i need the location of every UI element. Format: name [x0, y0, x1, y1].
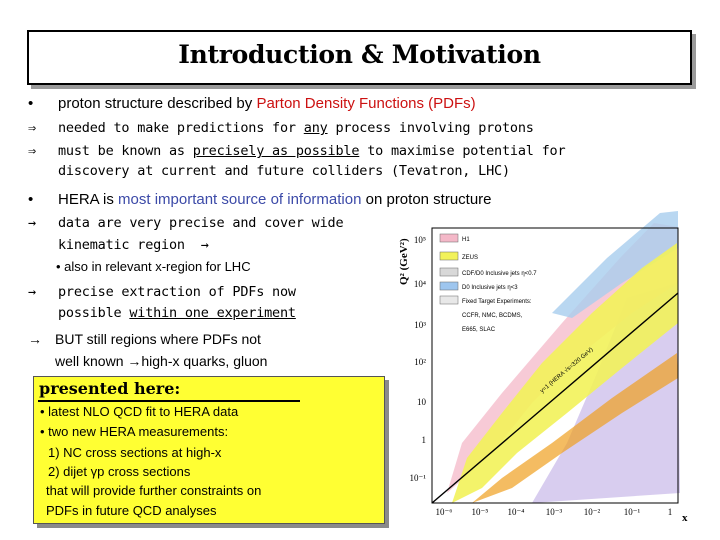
underlined-text: any: [303, 120, 328, 136]
list-item: 2) dijet γp cross sections: [48, 464, 191, 479]
bullet-text: BUT still regions where PDFs not: [55, 331, 261, 347]
x-tick-labels: 10⁻⁶ 10⁻⁵ 10⁻⁴ 10⁻³ 10⁻² 10⁻¹ 1: [436, 507, 673, 517]
legend-label: Fixed Target Experiments:: [462, 299, 532, 305]
list-item: 1) NC cross sections at high-x: [48, 445, 222, 460]
y-tick-label: 1: [422, 435, 427, 445]
right-arrow-icon: →: [28, 331, 42, 347]
legend-label: CCFR, NMC, BCDMS,: [462, 313, 523, 319]
heading-underline: [38, 400, 300, 402]
right-arrow-icon: →: [28, 284, 36, 300]
bullet-dot-icon: •: [28, 191, 34, 208]
legend-label: H1: [462, 237, 470, 243]
bullet-text: HERA is: [58, 191, 119, 208]
list-item: PDFs in future QCD analyses: [46, 503, 217, 518]
presented-here-box: presented here: • latest NLO QCD fit to …: [33, 376, 385, 524]
bullet-dot-icon: •: [28, 95, 34, 112]
bullet-text: must be known as: [58, 143, 193, 159]
bullet-continuation: well known: [55, 353, 128, 369]
underlined-text: precisely as possible: [192, 143, 360, 159]
x-axis-label: x: [682, 512, 688, 524]
x-tick-label: 1: [668, 507, 673, 517]
bullet-text-end: process involving protons: [327, 120, 534, 136]
y-tick-label: 10: [417, 397, 427, 407]
x-tick-label: 10⁻⁶: [436, 507, 453, 517]
x-tick-label: 10⁻²: [584, 507, 601, 517]
y-tick-label: 10⁻¹: [410, 473, 427, 483]
presented-heading: presented here:: [39, 379, 181, 398]
kinematic-plane-svg: y=1 (HERA √s=320 GeV) Q² (GeV²) 10⁵10⁴10…: [398, 211, 688, 524]
bullet-text: proton structure described by: [58, 95, 257, 112]
legend-swatch: [439, 267, 459, 277]
bullet-text-end: on proton structure: [361, 191, 492, 208]
bullet-text: needed to make predictions for: [58, 120, 304, 136]
legend-swatch: [439, 251, 459, 261]
bullet-text: precise extraction of PDFs now: [58, 284, 296, 300]
right-arrow-icon: →: [200, 237, 209, 253]
list-item: • two new HERA measurements:: [40, 424, 229, 439]
y-tick-labels: 10⁵ 10⁴ 10³ 10² 10 1 10⁻¹: [410, 235, 427, 483]
y-tick-label: 10³: [414, 320, 426, 330]
x-tick-label: 10⁻⁵: [472, 507, 489, 517]
bullet-text-end: high-x quarks, gluon: [141, 353, 268, 369]
highlight-text: Parton Density Functions (PDFs): [256, 95, 476, 112]
legend-swatch: [439, 233, 459, 243]
x-tick-label: 10⁻³: [546, 507, 563, 517]
title-box: Introduction & Motivation: [27, 30, 692, 85]
bullet-continuation: possible: [58, 305, 130, 321]
kinematic-limit-line: [431, 292, 679, 504]
legend-label: D0 Inclusive jets η<3: [462, 285, 518, 291]
x-tick-label: 10⁻⁴: [508, 507, 525, 517]
bullet-continuation: discovery at current and future collider…: [58, 163, 510, 179]
orange-band: [472, 353, 678, 503]
legend-label: CDF/D0 Inclusive jets η<0.7: [462, 271, 537, 277]
kinematic-plane-plot: y=1 (HERA √s=320 GeV) Q² (GeV²) 10⁵ 10⁴ 10…: [392, 203, 710, 533]
y-tick-label: 10⁴: [414, 279, 426, 289]
y-axis-label: Q² (GeV²): [398, 238, 410, 285]
right-arrow-icon: →: [127, 353, 142, 369]
y-tick-label: 10²: [414, 357, 426, 367]
bullet-text: data are very precise and cover wide: [58, 215, 344, 231]
legend-swatch: [439, 281, 459, 291]
bullet-continuation: kinematic region: [58, 237, 185, 253]
tevatron-region: [552, 211, 678, 318]
list-item: that will provide further constraints on: [46, 483, 262, 498]
bullet-text-end: to maximise potential for: [359, 143, 566, 159]
highlight-text: most important source of information: [118, 191, 362, 208]
legend-label: E665, SLAC: [462, 327, 496, 333]
sub-bullet-lhc: • also in relevant x-region for LHC: [56, 259, 251, 274]
list-item: • latest NLO QCD fit to HERA data: [40, 404, 239, 419]
legend-swatch: [439, 295, 459, 305]
legend-label: ZEUS: [462, 255, 478, 261]
y-tick-label: 10⁵: [414, 235, 426, 245]
plot-legend: H1 ZEUS CDF/D0 Inclusive jets η<0.7 D0 Incl…: [439, 233, 537, 333]
plot-frame: [431, 227, 679, 504]
underlined-text: within one experiment: [129, 305, 296, 321]
implies-arrow-icon: ⇒: [28, 143, 36, 159]
x-tick-label: 10⁻¹: [624, 507, 641, 517]
right-arrow-icon: →: [28, 215, 36, 231]
implies-arrow-icon: ⇒: [28, 120, 36, 136]
page-title: Introduction & Motivation: [178, 40, 541, 69]
